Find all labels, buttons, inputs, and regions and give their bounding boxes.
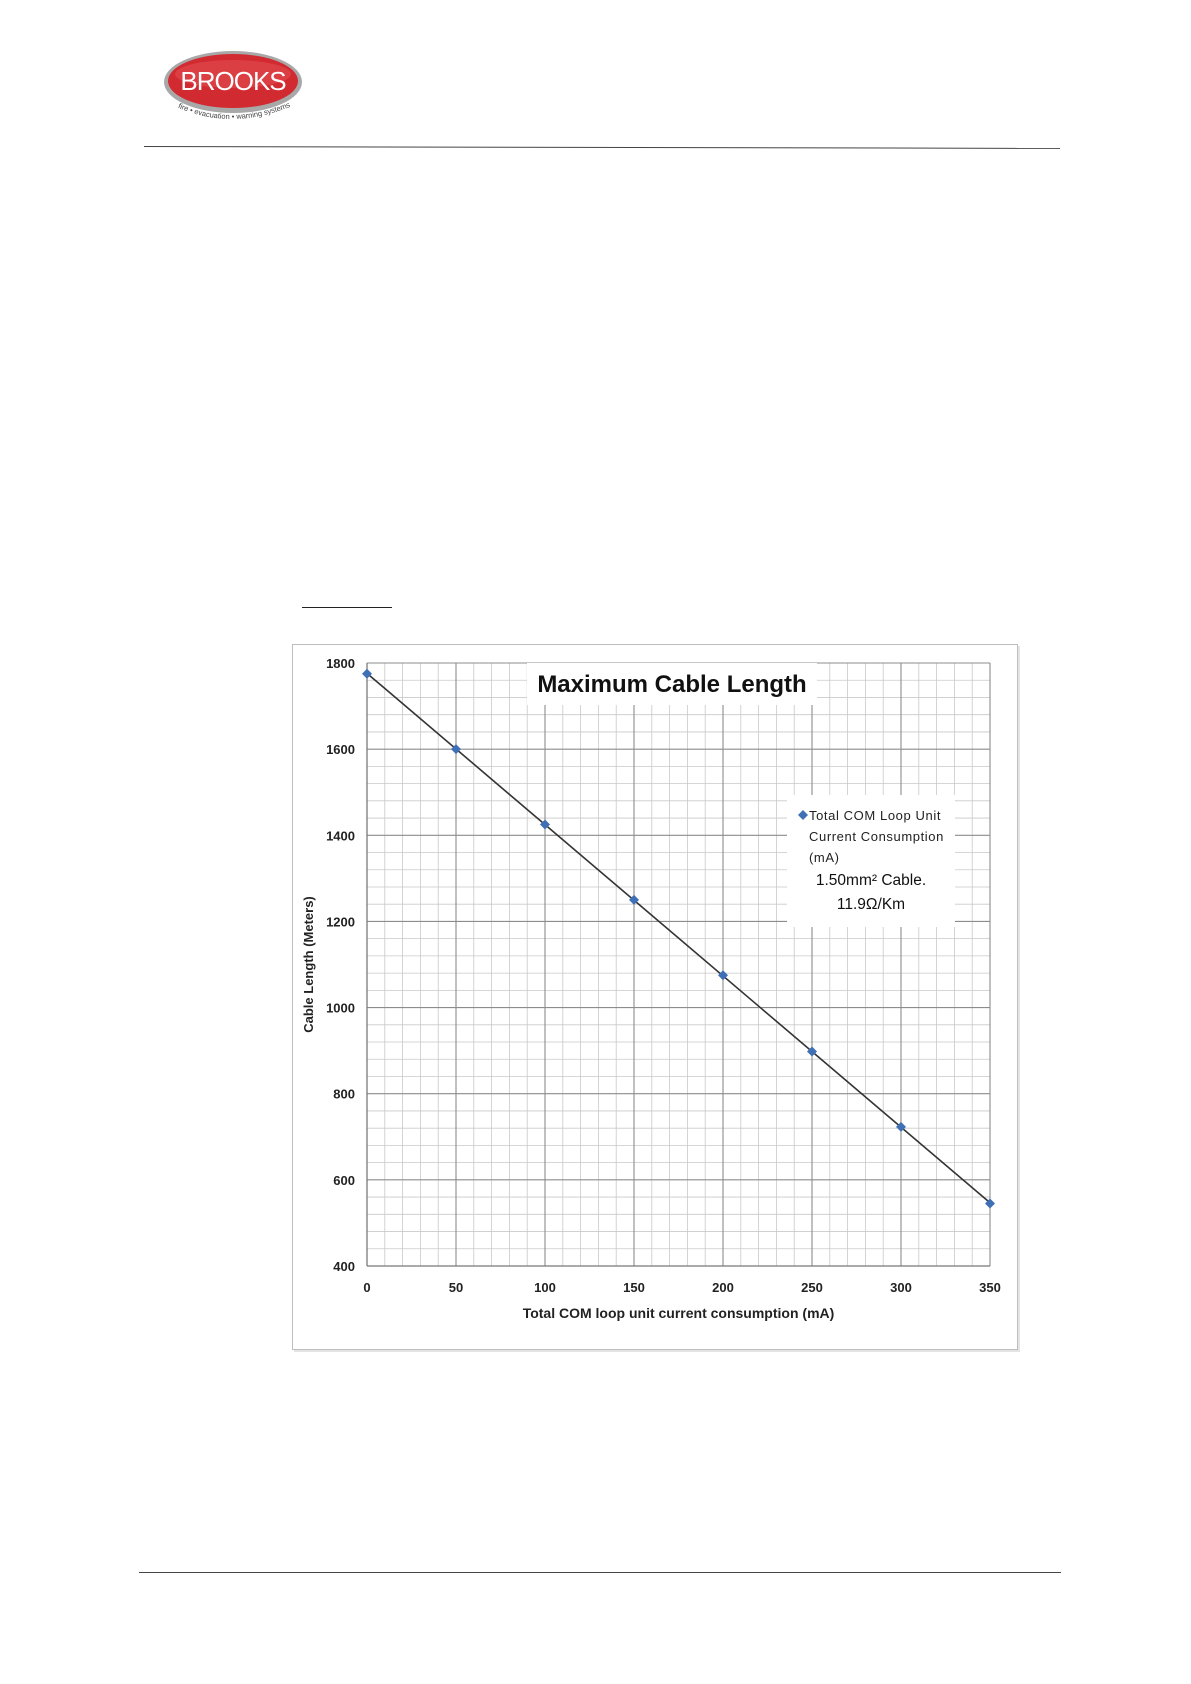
header-rule xyxy=(143,146,1060,149)
data-point xyxy=(718,970,728,981)
legend-label-line: (mA) xyxy=(809,850,840,865)
y-tick-label: 1800 xyxy=(326,656,355,671)
maximum-cable-length-chart: 0 50 100 150 200 250 300 350 400 600 800 1000 1200 14… xyxy=(301,656,1001,1321)
x-tick-label: 300 xyxy=(890,1280,912,1295)
data-point xyxy=(985,1198,995,1209)
legend-label-line: Total COM Loop Unit xyxy=(809,808,941,823)
data-point xyxy=(896,1121,906,1132)
x-tick-label: 100 xyxy=(534,1280,556,1295)
x-tick-label: 250 xyxy=(801,1280,823,1295)
chart-title: Maximum Cable Length xyxy=(537,671,806,698)
legend-label-line: Current Consumption xyxy=(809,829,944,844)
cable-spec-annotation: 1.50mm² Cable. xyxy=(816,872,926,889)
legend-box xyxy=(787,795,955,927)
y-tick-label: 800 xyxy=(333,1087,355,1102)
cable-spec-annotation: 11.9Ω/Km xyxy=(837,896,905,913)
y-axis-title: Cable Length (Meters) xyxy=(301,896,316,1033)
y-tick-label: 1000 xyxy=(326,1001,355,1016)
x-tick-label: 150 xyxy=(623,1280,645,1295)
brooks-logo: BROOKS fire • evacuation • warning syste… xyxy=(164,51,302,121)
data-point xyxy=(629,894,639,905)
data-point xyxy=(362,668,372,679)
chart-title-background xyxy=(527,663,817,705)
y-tick-label: 600 xyxy=(333,1173,355,1188)
y-tick-label: 1600 xyxy=(326,742,355,757)
legend-marker xyxy=(798,810,808,820)
x-tick-label: 50 xyxy=(449,1280,463,1295)
chart-frame: 0 50 100 150 200 250 300 350 400 600 800 1000 1200 14… xyxy=(292,644,1018,1350)
y-tick-label: 1200 xyxy=(326,914,355,929)
x-tick-label: 0 xyxy=(363,1280,370,1295)
x-axis-title: Total COM loop unit current consumption … xyxy=(523,1305,835,1321)
data-point xyxy=(540,819,550,830)
x-tick-label: 200 xyxy=(712,1280,734,1295)
x-tick-label: 350 xyxy=(979,1280,1001,1295)
heading-underline xyxy=(302,607,392,608)
y-tick-label: 400 xyxy=(333,1259,355,1274)
data-point xyxy=(451,744,461,755)
data-point xyxy=(807,1046,817,1057)
logo-brand: BROOKS xyxy=(180,66,286,96)
footer-rule xyxy=(139,1572,1061,1573)
trendline xyxy=(366,672,991,1204)
y-tick-label: 1400 xyxy=(326,828,355,843)
